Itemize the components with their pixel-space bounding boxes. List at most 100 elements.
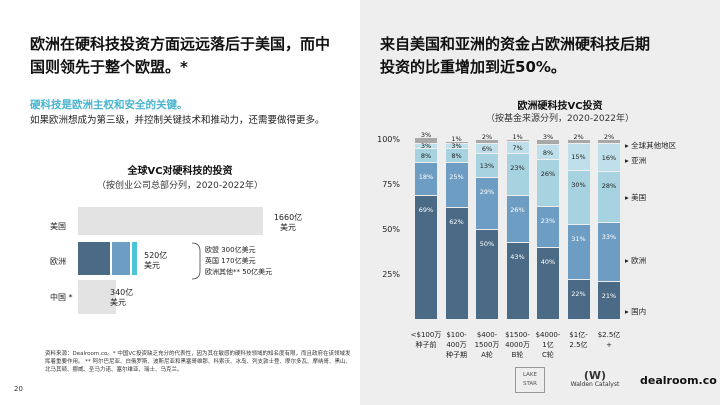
vbar-segment	[598, 222, 620, 282]
vbar-segment	[598, 172, 620, 222]
vbar-segment	[537, 159, 559, 206]
vbar-ytick: 50%	[382, 225, 400, 234]
vbar-segment-label: 26%	[510, 205, 525, 214]
vbar-segment-label: 18%	[418, 173, 434, 182]
vbar-chart-title: 欧洲硬科技VC投资	[517, 101, 603, 112]
vbar-legend-item: ▸ 国内	[625, 307, 647, 316]
dealroom-logo: dealroom.co	[640, 374, 717, 387]
vbar-segment	[598, 143, 620, 172]
vbar-xtick: $1500- 4000万 B轮	[505, 331, 530, 359]
vbar-segment	[537, 206, 559, 247]
vbar-segment	[415, 138, 437, 143]
vbar-segment	[506, 242, 529, 319]
vbar-segment	[567, 170, 590, 224]
vbar-segment-label: 8%	[451, 152, 462, 161]
hbar-category-us: 美国	[50, 222, 66, 231]
vbar-segment-label: 8%	[420, 152, 432, 161]
right-panel: 来自美国和亚洲的资金占欧洲硬科技后期 投资的比重增加到近50%。 欧洲硬科技VC…	[360, 0, 720, 405]
vbar-segment-label: 21%	[601, 292, 617, 301]
footnote: 资料来源：Dealroom.co。* 中国VC投资缺乏充分的代表性，因为其在敏感…	[45, 351, 352, 373]
vbar-segment-label: 33%	[601, 232, 617, 241]
vbar-segment-label: 29%	[479, 187, 495, 196]
vbar-segment	[445, 143, 468, 148]
vbar-xtick: $100- 400万 种子期	[446, 331, 467, 359]
vbar-segment-label: 30%	[571, 180, 586, 189]
vbar-segment	[415, 195, 437, 319]
europe-legend-uk: 英国 170亿美元	[205, 257, 256, 265]
page-number: 20	[14, 385, 23, 393]
vbar-legend-item: ▸ 欧洲	[625, 256, 647, 265]
vbar-segment-label: 2%	[573, 133, 584, 141]
vbar-segment-label: 3%	[420, 131, 432, 140]
vbar-segment-label: 31%	[571, 234, 586, 243]
vbar-ytick: 25%	[382, 270, 400, 279]
hbar-value-label-us: 1660亿 美元	[273, 213, 303, 232]
vbar-segment	[567, 224, 590, 280]
vbar-segment-label: 1%	[451, 134, 462, 143]
vbar-segment-label: 22%	[571, 290, 586, 299]
vbar-segment	[415, 143, 437, 148]
left-panel: 欧洲在硬科技投资方面远远落后于美国，而中 国则领先于整个欧盟。* 硬科技是欧洲主…	[14, 35, 352, 393]
vbar-segment-label: 23%	[510, 164, 525, 173]
hbar-category-china: 中国 *	[50, 293, 73, 302]
left-subhead: 硬科技是欧洲主权和安全的关键。	[30, 99, 188, 111]
vbar-segment	[506, 154, 529, 195]
hbar-value-label-china: 340亿 美元	[110, 288, 134, 307]
vbar-segment-label: 6%	[481, 145, 493, 153]
vbar-ytick: 100%	[377, 135, 400, 144]
hbar-china	[78, 280, 116, 314]
right-headline-line2: 投资的比重增加到近50%。	[380, 58, 566, 76]
vbar-segment	[506, 195, 529, 242]
vbar-segment-label: 3%	[420, 142, 432, 151]
vbar-legend-item: ▸ 美国	[625, 193, 647, 202]
vbar-segment	[598, 282, 620, 319]
vbar-segment	[445, 163, 468, 208]
europe-legend-eu: 欧盟 300亿美元	[205, 246, 256, 254]
vbar-segment-label: 15%	[571, 153, 586, 162]
vbar-segment	[476, 143, 498, 154]
vbar-segment	[567, 280, 590, 319]
vbar-xtick: $4000- 1亿 C轮	[535, 331, 561, 359]
vbar-segment-label: 40%	[540, 258, 556, 266]
vbar-segment	[506, 140, 529, 141]
hbar-value-label-europe: 520亿 美元	[144, 251, 168, 270]
vbar-segment	[537, 140, 559, 145]
vbar-segment-label: 26%	[540, 169, 556, 178]
vbar-segment	[567, 140, 590, 143]
vbar-segment-label: 13%	[479, 162, 495, 171]
vbar-xtick: $2.5亿 +	[597, 331, 621, 349]
vbar-segment	[415, 149, 437, 163]
vbar-segment	[476, 154, 498, 177]
vbar-legend-item: ▸ 全球其他地区	[625, 141, 677, 150]
vbar-xtick: $1亿- 2.5亿	[569, 331, 588, 349]
europe-legend-other: 欧洲其他** 50亿美元	[205, 268, 273, 276]
hbar-chart-title: 全球VC对硬科技的投资	[127, 166, 233, 177]
hbar-us	[78, 207, 263, 235]
vbar-segment	[567, 143, 590, 170]
vbar-segment-label: 1%	[512, 133, 523, 141]
vbar-segment-label: 2%	[481, 133, 493, 141]
hbar-europe-uk	[111, 242, 130, 275]
vbar-segment-label: 23%	[540, 216, 556, 225]
left-subtext: 如果欧洲想成为第三级，并控制关键技术和推动力，还需要做得更多。	[30, 115, 325, 126]
vbar-segment	[445, 149, 468, 163]
vbar-segment-label: 25%	[449, 173, 464, 182]
vbar-segment	[506, 141, 529, 154]
lake-star-logo: LAKE STAR	[515, 367, 545, 393]
hbar-europe-other	[131, 242, 138, 275]
vbar-segment	[445, 141, 468, 143]
left-headline-line1: 欧洲在硬科技投资方面远远落后于美国，而中	[30, 35, 331, 53]
europe-legend-bracket	[191, 242, 201, 280]
vbar-segment-label: 43%	[510, 252, 525, 261]
vbar-segment-label: 3%	[451, 142, 462, 151]
vbar-segment-label: 8%	[542, 148, 554, 157]
hbar-category-europe: 欧洲	[50, 257, 66, 266]
vbar-legend-item: ▸ 亚洲	[625, 156, 647, 165]
vbar-segment-label: 69%	[418, 205, 434, 214]
vbar-chart-subtitle: （按基金来源分列，2020-2022年）	[485, 114, 635, 124]
vbar-segment-label: 50%	[479, 240, 495, 248]
vbar-segment	[415, 163, 437, 195]
vbar-segment-label: 3%	[542, 133, 554, 141]
vbar-segment-label: 62%	[449, 218, 464, 227]
hbar-europe-eu	[78, 242, 110, 275]
